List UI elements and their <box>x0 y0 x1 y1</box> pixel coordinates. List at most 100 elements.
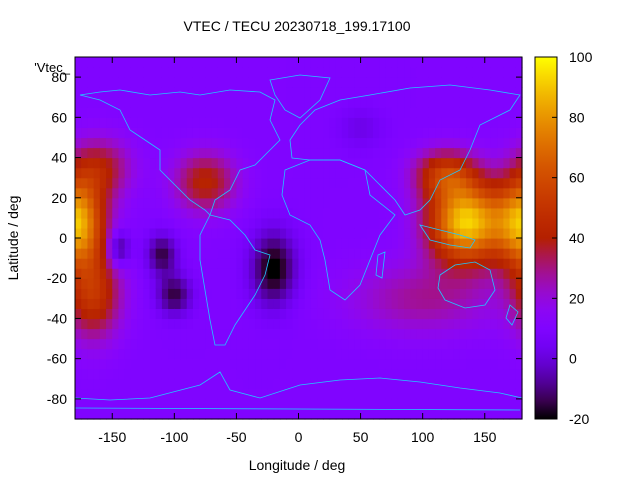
heatmap-cell <box>472 107 480 118</box>
heatmap-cell <box>230 57 238 68</box>
heatmap-cell <box>236 117 244 128</box>
heatmap-cell <box>354 358 362 370</box>
heatmap-cell <box>236 408 244 420</box>
heatmap-cell <box>273 338 281 350</box>
heatmap-cell <box>124 67 132 78</box>
heatmap-cell <box>137 217 144 229</box>
heatmap-cell <box>515 197 523 209</box>
heatmap-cell <box>335 227 343 239</box>
heatmap-cell <box>354 318 362 330</box>
heatmap-cell <box>149 167 157 179</box>
heatmap-cell <box>199 107 206 118</box>
heatmap-cell <box>255 308 262 320</box>
heatmap-cell <box>217 238 225 249</box>
heatmap-cell <box>261 227 269 239</box>
heatmap-cell <box>112 157 120 169</box>
heatmap-cell <box>143 308 151 320</box>
heatmap-cell <box>323 368 331 380</box>
heatmap-cell <box>112 87 120 98</box>
heatmap-cell <box>354 57 362 68</box>
heatmap-cell <box>161 288 169 299</box>
x-tick-label: 50 <box>353 429 369 445</box>
heatmap-cell <box>354 378 362 390</box>
heatmap-cell <box>217 278 225 289</box>
heatmap-cell <box>292 67 300 78</box>
heatmap-cell <box>75 378 82 390</box>
heatmap-cell <box>503 288 511 299</box>
heatmap-cell <box>466 227 473 239</box>
heatmap-cell <box>391 378 399 390</box>
heatmap-cell <box>130 368 138 380</box>
heatmap-cell <box>255 238 262 249</box>
heatmap-cell <box>242 248 250 259</box>
heatmap-cell <box>161 238 169 249</box>
heatmap-cell <box>410 358 418 370</box>
heatmap-cell <box>447 278 455 289</box>
heatmap-cell <box>335 308 343 320</box>
heatmap-cell <box>286 97 293 108</box>
heatmap-cell <box>354 268 362 279</box>
heatmap-cell <box>341 268 349 279</box>
heatmap-cell <box>130 167 138 179</box>
heatmap-cell <box>149 117 157 128</box>
heatmap-cell <box>310 398 318 410</box>
heatmap-cell <box>298 187 306 199</box>
heatmap-cell <box>199 398 206 410</box>
heatmap-cell <box>404 227 411 239</box>
heatmap-cell <box>81 388 89 400</box>
heatmap-cell <box>379 408 387 420</box>
heatmap-cell <box>366 157 374 169</box>
heatmap-cell <box>75 207 82 219</box>
heatmap-cell <box>410 67 418 78</box>
heatmap-cell <box>515 328 523 340</box>
heatmap-cell <box>410 57 418 68</box>
heatmap-cell <box>248 227 256 239</box>
heatmap-cell <box>323 378 331 390</box>
heatmap-cell <box>279 197 287 209</box>
heatmap-cell <box>422 298 430 309</box>
heatmap-cell <box>205 248 213 259</box>
heatmap-cell <box>81 97 89 108</box>
heatmap-cell <box>186 288 194 299</box>
heatmap-cell <box>360 348 368 360</box>
heatmap-cell <box>230 207 238 219</box>
heatmap-cell <box>267 238 275 249</box>
heatmap-cell <box>422 358 430 370</box>
heatmap-cell <box>478 248 486 259</box>
heatmap-cell <box>298 288 306 299</box>
heatmap-cell <box>416 358 424 370</box>
heatmap-cell <box>168 308 175 320</box>
heatmap-cell <box>435 378 442 390</box>
heatmap-cell <box>466 197 473 209</box>
heatmap-cell <box>466 67 473 78</box>
heatmap-cell <box>509 107 517 118</box>
heatmap-cell <box>310 408 318 420</box>
heatmap-cell <box>453 308 461 320</box>
heatmap-cell <box>348 87 355 98</box>
heatmap-cell <box>236 197 244 209</box>
heatmap-cell <box>298 67 306 78</box>
heatmap-cell <box>515 117 523 128</box>
heatmap-cell <box>192 298 200 309</box>
heatmap-cell <box>199 117 206 128</box>
heatmap-cell <box>323 268 331 279</box>
heatmap-cell <box>373 97 380 108</box>
heatmap-cell <box>490 87 498 98</box>
heatmap-cell <box>335 57 343 68</box>
heatmap-cell <box>416 378 424 390</box>
heatmap-cell <box>286 278 293 289</box>
heatmap-cell <box>428 117 436 128</box>
heatmap-cell <box>248 308 256 320</box>
heatmap-cell <box>192 358 200 370</box>
heatmap-cell <box>441 137 449 149</box>
heatmap-cell <box>137 258 144 269</box>
heatmap-cell <box>180 187 188 199</box>
heatmap-cell <box>93 167 101 179</box>
heatmap-cell <box>385 97 393 108</box>
heatmap-cell <box>459 358 467 370</box>
heatmap-cell <box>453 227 461 239</box>
heatmap-cell <box>143 348 151 360</box>
heatmap-cell <box>379 278 387 289</box>
heatmap-cell <box>93 258 101 269</box>
heatmap-cell <box>310 117 318 128</box>
